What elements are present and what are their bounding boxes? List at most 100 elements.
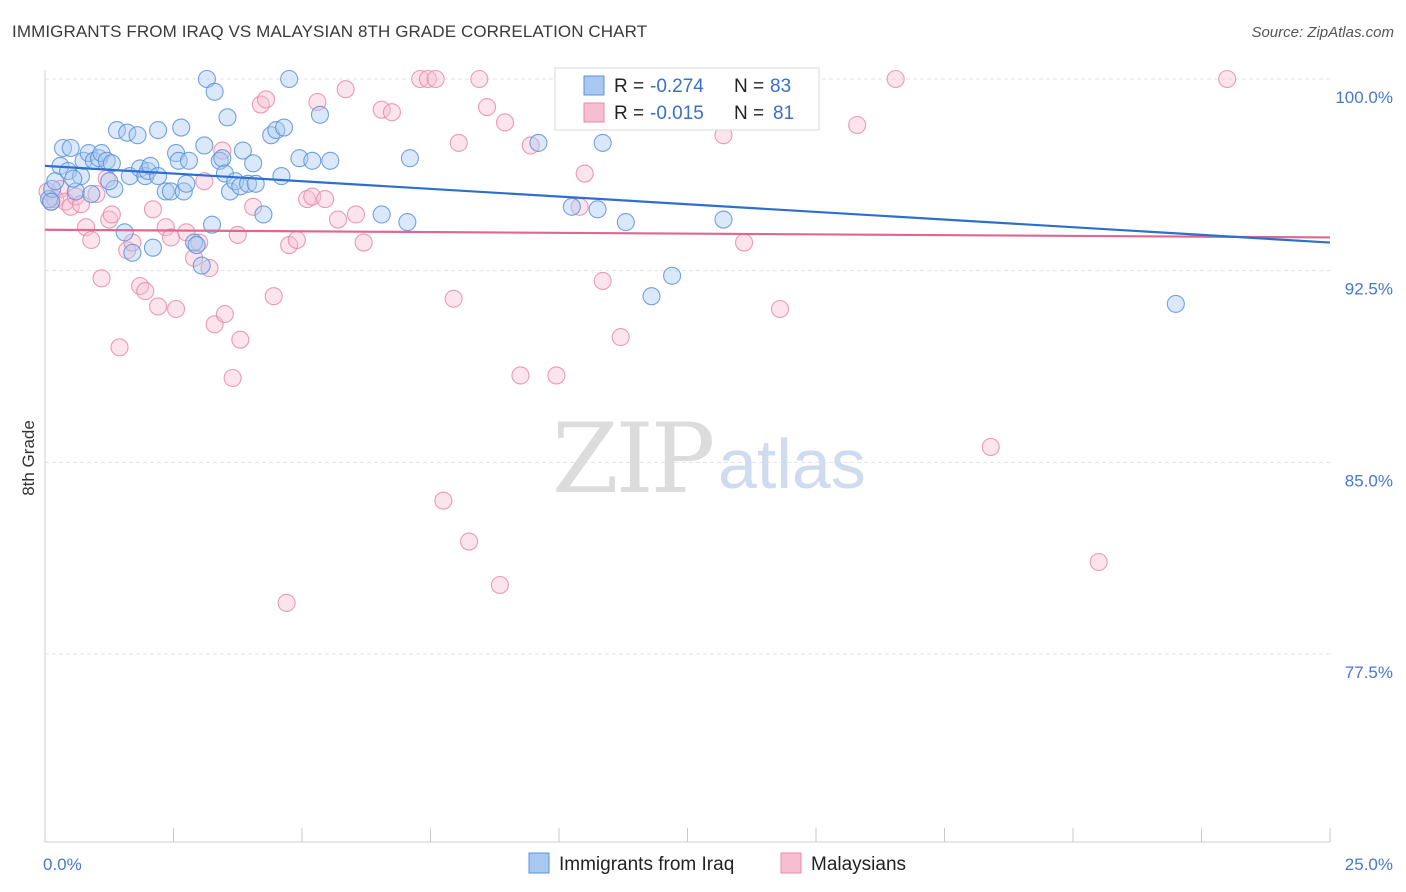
- legend-r-label-iraq: R =: [614, 76, 644, 97]
- malaysians-point-36: [244, 197, 263, 216]
- iraq-point-41: [192, 256, 211, 275]
- malaysians-point-18: [131, 276, 150, 296]
- iraq-point-34: [169, 151, 188, 170]
- malaysians-point-61: [477, 98, 497, 117]
- x-tick-label-0: 0.0%: [43, 855, 82, 874]
- legend-r-value-iraq: -0.274: [650, 76, 704, 97]
- malaysians-point-39: [264, 287, 283, 306]
- series-legend: Immigrants from Iraq Malaysians: [528, 852, 906, 875]
- iraq-point-69: [400, 149, 419, 168]
- iraq-point-68: [398, 213, 417, 232]
- chart-title: IMMIGRANTS FROM IRAQ VS MALAYSIAN 8TH GR…: [12, 22, 648, 41]
- iraq-point-55: [244, 154, 263, 173]
- malaysians-point-77: [886, 69, 905, 89]
- iraq-point-54: [238, 174, 258, 193]
- malaysians-trend-line: [44, 228, 1331, 239]
- iraq-point-80: [42, 192, 61, 211]
- source-label: Source: ZipAtlas.com: [1251, 24, 1394, 41]
- malaysians-point-76: [848, 115, 867, 135]
- iraq-point-16: [102, 154, 121, 173]
- iraq-point-42: [195, 136, 214, 155]
- malaysians-point-10: [87, 184, 106, 204]
- malaysians-point-64: [511, 366, 530, 385]
- bottom-legend-swatch-iraq: [528, 852, 550, 874]
- iraq-point-30: [149, 121, 168, 140]
- iraq-point-18: [107, 121, 127, 140]
- malaysians-point-17: [123, 233, 142, 252]
- iraq-point-64: [303, 151, 322, 170]
- iraq-point-40: [187, 236, 206, 255]
- malaysians-point-58: [449, 133, 468, 152]
- iraq-point-71: [562, 197, 581, 216]
- malaysians-point-68: [575, 164, 594, 183]
- malaysians-point-21: [149, 297, 168, 316]
- malaysians-point-38: [256, 90, 276, 109]
- malaysians-point-54: [418, 69, 437, 89]
- iraq-point-27: [141, 156, 160, 175]
- iraq-point-53: [233, 141, 252, 160]
- iraq-point-77: [714, 210, 733, 229]
- malaysians-point-56: [434, 491, 453, 510]
- bottom-legend-label-iraq: Immigrants from Iraq: [559, 854, 734, 875]
- malaysians-point-46: [316, 190, 335, 209]
- malaysians-point-79: [1089, 552, 1108, 572]
- y-tick-label-3: 77.5%: [1345, 663, 1393, 682]
- y-tick-label-2: 85.0%: [1345, 471, 1393, 490]
- malaysians-point-20: [143, 200, 162, 219]
- malaysians-point-57: [444, 289, 463, 308]
- legend-r-label-malaysians: R =: [614, 103, 644, 124]
- malaysians-point-42: [287, 230, 306, 250]
- legend-n-label-iraq: N =: [734, 76, 764, 97]
- malaysians-point-19: [136, 282, 155, 301]
- malaysians-point-33: [223, 368, 242, 388]
- x-tick-label-1: 25.0%: [1345, 855, 1393, 874]
- iraq-point-81: [64, 169, 83, 188]
- malaysians-point-60: [470, 69, 489, 89]
- legend-n-value-malaysians: 81: [773, 103, 794, 124]
- iraq-point-82: [100, 172, 119, 191]
- watermark-atlas: atlas: [718, 425, 866, 503]
- iraq-point-47: [213, 149, 232, 168]
- malaysians-point-50: [354, 233, 373, 252]
- malaysians-point-14: [102, 205, 121, 224]
- malaysians-point-55: [426, 69, 445, 89]
- axes: [44, 70, 1331, 843]
- iraq-point-22: [123, 243, 142, 262]
- iraq-point-72: [588, 200, 607, 219]
- malaysians-point-25: [177, 223, 196, 242]
- iraq-point-50: [220, 182, 240, 201]
- iraq-point-45: [205, 82, 224, 101]
- grid-lines: [45, 78, 1330, 655]
- malaysians-point-37: [251, 95, 270, 114]
- bottom-legend-swatch-malaysians: [780, 852, 802, 874]
- iraq-point-75: [642, 287, 661, 306]
- y-tick-label-0: 100.0%: [1335, 88, 1393, 107]
- y-axis-label: 8th Grade: [19, 420, 38, 496]
- malaysians-point-80: [1218, 69, 1237, 89]
- iraq-point-60: [272, 167, 291, 186]
- iraq-point-57: [254, 205, 273, 224]
- iraq-point-23: [128, 126, 147, 145]
- iraq-point-67: [372, 205, 391, 224]
- iraq-point-6: [61, 138, 80, 158]
- malaysians-point-59: [459, 532, 479, 551]
- malaysians-point-32: [215, 305, 234, 324]
- y-tick-labels: 100.0% 92.5% 85.0% 77.5%: [1335, 88, 1393, 682]
- malaysians-point-78: [981, 437, 1000, 457]
- iraq-trend-line: [44, 164, 1331, 244]
- iraq-point-39: [185, 233, 204, 252]
- malaysians-point-66: [547, 366, 566, 385]
- malaysians-point-11: [92, 269, 111, 288]
- malaysians-point-47: [328, 210, 348, 229]
- malaysians-point-31: [213, 141, 232, 160]
- malaysians-point-15: [110, 338, 129, 357]
- watermark-zip: ZIP: [552, 403, 713, 515]
- malaysians-point-43: [298, 190, 317, 209]
- legend-n-value-iraq: 83: [770, 76, 791, 97]
- malaysians-point-70: [611, 328, 630, 347]
- iraq-point-35: [172, 118, 191, 137]
- malaysians-point-69: [593, 271, 612, 290]
- bottom-legend-label-malaysians: Malaysians: [811, 854, 906, 875]
- iraq-point-66: [321, 151, 340, 170]
